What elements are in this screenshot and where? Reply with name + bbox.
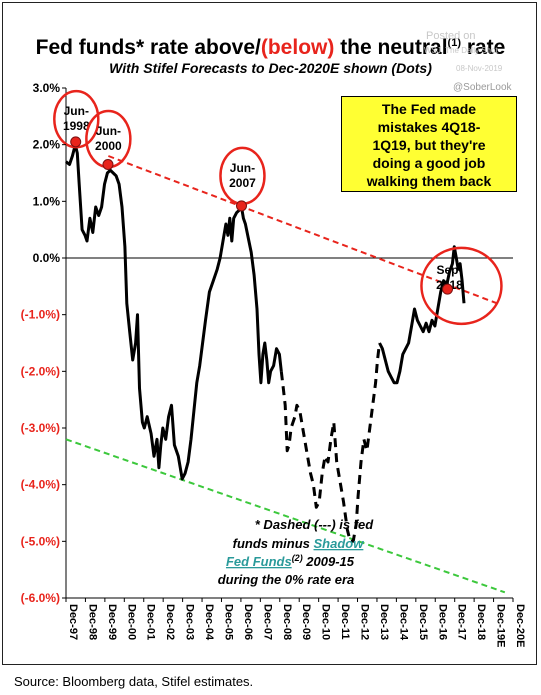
x-tick-label: Dec-99 bbox=[106, 604, 118, 640]
x-tick-label: Dec-97 bbox=[67, 604, 79, 640]
x-tick-label: Dec-20E bbox=[514, 604, 526, 647]
x-tick-label: Dec-18 bbox=[475, 604, 487, 640]
chart-frame bbox=[2, 2, 537, 665]
forecast-dot bbox=[102, 159, 114, 170]
annotation-label: Jun-1998 bbox=[63, 104, 90, 133]
y-tick-label: (-4.0%) bbox=[21, 478, 60, 492]
title-part-3: rate bbox=[461, 36, 506, 59]
callout-box: The Fed made mistakes 4Q18- 1Q19, but th… bbox=[341, 96, 517, 192]
x-tick-label: Dec-16 bbox=[436, 604, 448, 640]
note-line-2-text: funds minus bbox=[233, 536, 314, 551]
forecast-dot bbox=[235, 200, 247, 212]
note-line-2: funds minus Shadow bbox=[233, 536, 365, 551]
x-tick-label: Dec-19E bbox=[495, 604, 507, 647]
fed-funds-link[interactable]: Fed Funds bbox=[226, 554, 292, 569]
x-tick-label: Dec-12 bbox=[359, 604, 371, 640]
x-tick-label: Dec-15 bbox=[417, 604, 429, 640]
x-tick-label: Dec-05 bbox=[222, 604, 234, 640]
x-tick-label: Dec-08 bbox=[281, 604, 293, 640]
note-line-4: during the 0% rate era bbox=[218, 572, 355, 587]
watermark-date: 08-Nov-2019 bbox=[456, 64, 503, 73]
watermark-posted: Posted on bbox=[426, 30, 476, 42]
series-line-2 bbox=[279, 342, 381, 543]
x-tick-label: Dec-04 bbox=[203, 604, 215, 641]
trend-line-green bbox=[65, 438, 506, 594]
x-tick-label: Dec-14 bbox=[397, 604, 409, 641]
note-line-3-text: 2009-15 bbox=[303, 554, 355, 569]
note-line-3: Fed Funds(2) 2009-15 bbox=[226, 553, 355, 569]
y-tick-label: (-2.0%) bbox=[21, 364, 60, 378]
x-tick-label: Dec-11 bbox=[339, 604, 351, 639]
title-part-2: the neutral bbox=[334, 36, 448, 59]
x-tick-label: Dec-01 bbox=[145, 604, 157, 640]
y-tick-label: 1.0% bbox=[33, 194, 61, 208]
title-footnote: (1) bbox=[447, 37, 461, 49]
x-tick-label: Dec-03 bbox=[184, 604, 196, 640]
note-line-1: * Dashed (---) is fed bbox=[255, 517, 375, 532]
y-tick-label: (-5.0%) bbox=[21, 534, 60, 548]
title-below: (below) bbox=[260, 36, 335, 59]
x-tick-label: Dec-07 bbox=[261, 604, 273, 640]
y-tick-label: 0.0% bbox=[33, 251, 61, 265]
y-tick-label: (-6.0%) bbox=[21, 591, 60, 605]
watermark-shot: WSJ. The Daily Shot bbox=[424, 46, 498, 55]
y-tick-label: (-3.0%) bbox=[21, 421, 60, 435]
annotation-label: Jun-2000 bbox=[95, 124, 122, 153]
title-part-1: Fed funds* rate above/ bbox=[35, 36, 261, 59]
x-tick-label: Dec-17 bbox=[456, 604, 468, 640]
x-tick-label: Dec-00 bbox=[125, 604, 137, 640]
forecast-dot bbox=[70, 136, 82, 148]
source-note: Source: Bloomberg data, Stifel estimates… bbox=[14, 674, 254, 689]
chart-title: Fed funds* rate above/(below) the neutra… bbox=[0, 36, 541, 60]
forecast-dot bbox=[442, 283, 454, 295]
dashed-note: * Dashed (---) is fed funds minus Shadow… bbox=[218, 517, 375, 587]
x-tick-label: Dec-09 bbox=[300, 604, 312, 640]
note-footnote: (2) bbox=[292, 553, 303, 563]
annotation-label: Jun-2007 bbox=[229, 161, 256, 190]
watermark-handle: @SoberLook bbox=[453, 82, 512, 93]
y-tick-label: (-1.0%) bbox=[21, 308, 60, 322]
x-tick-label: Dec-10 bbox=[320, 604, 332, 640]
x-tick-label: Dec-13 bbox=[378, 604, 390, 640]
series-line-1 bbox=[65, 143, 283, 481]
y-tick-label: 3.0% bbox=[33, 81, 61, 95]
x-tick-label: Dec-06 bbox=[242, 604, 254, 640]
highlight-circle bbox=[420, 246, 503, 326]
x-tick-label: Dec-98 bbox=[86, 604, 98, 640]
y-tick-label: 2.0% bbox=[33, 138, 61, 152]
chart-subtitle: With Stifel Forecasts to Dec-2020E shown… bbox=[109, 60, 432, 76]
shadow-link[interactable]: Shadow bbox=[314, 536, 365, 551]
x-tick-label: Dec-02 bbox=[164, 604, 176, 640]
